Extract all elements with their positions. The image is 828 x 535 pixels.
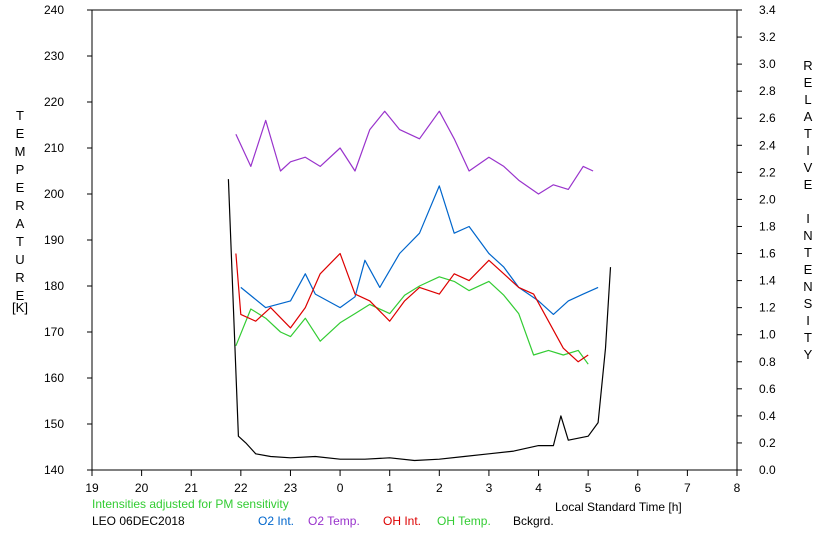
left-tick-label: 200 bbox=[44, 187, 64, 201]
x-tick-label: 5 bbox=[585, 481, 592, 495]
right-axis-label-letter: V bbox=[804, 160, 813, 175]
right-axis-label-letter: E bbox=[804, 177, 813, 192]
x-axis: 19 20 21 22 23 0 1 2 3 4 5 6 7 8 bbox=[85, 470, 741, 495]
right-tick-label: 0.2 bbox=[759, 436, 776, 450]
x-tick-label: 2 bbox=[436, 481, 443, 495]
right-axis-label-letter: S bbox=[804, 296, 813, 311]
right-axis-label-letter: A bbox=[804, 109, 813, 124]
right-tick-label: 1.6 bbox=[759, 247, 776, 261]
left-axis-label-letter: E bbox=[16, 126, 25, 141]
right-axis-label-letter: T bbox=[804, 330, 812, 345]
right-axis-label-letter: E bbox=[804, 262, 813, 277]
right-tick-label: 0.6 bbox=[759, 382, 776, 396]
left-tick-label: 150 bbox=[44, 417, 64, 431]
left-tick-label: 180 bbox=[44, 279, 64, 293]
right-tick-label: 2.4 bbox=[759, 138, 776, 152]
right-tick-label: 2.2 bbox=[759, 165, 776, 179]
right-axis-label-letter: E bbox=[804, 75, 813, 90]
left-axis-label-letter: E bbox=[16, 288, 25, 303]
series-line-oh-int bbox=[235, 252, 589, 363]
x-tick-label: 22 bbox=[234, 481, 248, 495]
right-axis-label-letter: Y bbox=[804, 347, 813, 362]
right-axis-label-letter: I bbox=[806, 143, 810, 158]
right-axis: 0.0 0.2 0.4 0.6 0.8 1.0 1.2 1.4 1.6 1.8 2.0 2.2 2.4 2… bbox=[737, 3, 776, 477]
x-tick-label: 21 bbox=[185, 481, 199, 495]
right-tick-label: 0.8 bbox=[759, 355, 776, 369]
left-axis-label-letter: R bbox=[15, 198, 24, 213]
legend-background: Bckgrd. bbox=[513, 514, 554, 528]
x-tick-label: 6 bbox=[634, 481, 641, 495]
left-axis-label-letter: A bbox=[16, 216, 25, 231]
x-tick-label: 0 bbox=[337, 481, 344, 495]
right-axis-label-letter: I bbox=[806, 211, 810, 226]
x-tick-label: 1 bbox=[386, 481, 393, 495]
right-tick-label: 1.4 bbox=[759, 274, 776, 288]
right-tick-label: 3.2 bbox=[759, 30, 776, 44]
right-tick-label: 2.0 bbox=[759, 192, 776, 206]
right-axis-label-letter: N bbox=[803, 279, 812, 294]
x-tick-label: 19 bbox=[85, 481, 99, 495]
right-tick-label: 2.6 bbox=[759, 111, 776, 125]
series-line-oh-temp bbox=[235, 276, 589, 365]
legend-o2-int: O2 Int. bbox=[258, 514, 295, 528]
legend-o2-temp: O2 Temp. bbox=[308, 514, 360, 528]
left-axis-label-letter: T bbox=[16, 108, 24, 123]
right-tick-label: 3.4 bbox=[759, 3, 776, 17]
left-axis-label-letter: M bbox=[15, 144, 26, 159]
x-tick-label: 20 bbox=[135, 481, 149, 495]
pm-sensitivity-note: Intensities adjusted for PM sensitivity bbox=[92, 497, 289, 511]
right-tick-label: 1.8 bbox=[759, 219, 776, 233]
right-axis-label-letter: T bbox=[804, 126, 812, 141]
right-tick-label: 3.0 bbox=[759, 57, 776, 71]
left-axis-label-letter: E bbox=[16, 180, 25, 195]
right-tick-label: 0.0 bbox=[759, 463, 776, 477]
right-tick-label: 2.8 bbox=[759, 84, 776, 98]
right-tick-label: 1.0 bbox=[759, 328, 776, 342]
x-tick-label: 23 bbox=[284, 481, 298, 495]
series-layer bbox=[227, 110, 612, 462]
plot-frame bbox=[91, 9, 738, 471]
right-axis-label-letter: L bbox=[804, 92, 811, 107]
left-tick-label: 220 bbox=[44, 95, 64, 109]
left-axis-label-letter: R bbox=[15, 270, 24, 285]
x-tick-label: 3 bbox=[486, 481, 493, 495]
right-axis-label-letter: T bbox=[804, 245, 812, 260]
x-axis-title: Local Standard Time [h] bbox=[555, 500, 682, 514]
left-tick-label: 160 bbox=[44, 371, 64, 385]
left-tick-label: 210 bbox=[44, 141, 64, 155]
series-line-o2-int bbox=[240, 185, 599, 315]
station-label: LEO 06DEC2018 bbox=[92, 514, 185, 528]
x-tick-label: 7 bbox=[684, 481, 691, 495]
series-line-o2-temp bbox=[235, 110, 594, 195]
legend-oh-int: OH Int. bbox=[383, 514, 422, 528]
left-tick-label: 230 bbox=[44, 49, 64, 63]
right-tick-label: 1.2 bbox=[759, 301, 776, 315]
left-axis-label-letter: P bbox=[16, 162, 25, 177]
x-tick-label: 8 bbox=[734, 481, 741, 495]
right-axis-label-letter: N bbox=[803, 228, 812, 243]
x-tick-label: 4 bbox=[535, 481, 542, 495]
left-tick-label: 140 bbox=[44, 463, 64, 477]
left-axis-label-letter: T bbox=[16, 234, 24, 249]
right-axis-label-letter: R bbox=[803, 58, 812, 73]
left-axis-unit: [K] bbox=[12, 300, 28, 315]
left-tick-label: 170 bbox=[44, 325, 64, 339]
left-axis-label-letter: U bbox=[15, 252, 24, 267]
right-tick-label: 0.4 bbox=[759, 409, 776, 423]
right-axis-label-letter: I bbox=[806, 313, 810, 328]
legend-oh-temp: OH Temp. bbox=[437, 514, 491, 528]
left-axis: 140 150 160 170 180 190 200 210 220 230 240 bbox=[44, 3, 92, 477]
left-tick-label: 190 bbox=[44, 233, 64, 247]
series-line-background bbox=[227, 179, 612, 462]
left-tick-label: 240 bbox=[44, 3, 64, 17]
